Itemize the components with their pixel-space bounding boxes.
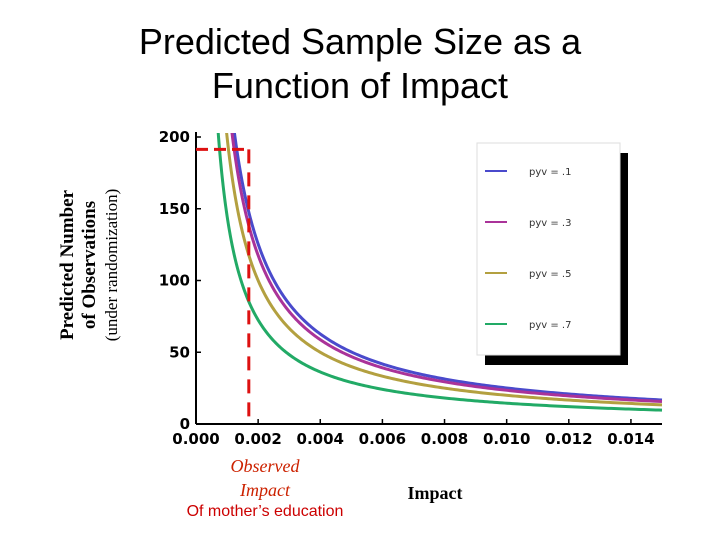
y-tick-label: 100 bbox=[159, 272, 190, 290]
y-tick-label: 0 bbox=[180, 415, 190, 433]
legend-label-4: pyv = .7 bbox=[529, 320, 571, 331]
legend-box bbox=[476, 142, 621, 356]
chart-title: Predicted Sample Size as a Function of I… bbox=[60, 20, 660, 108]
title-line-2: Function of Impact bbox=[211, 65, 509, 106]
curves bbox=[216, 133, 663, 412]
x-tick-label: 0.014 bbox=[607, 430, 654, 448]
y-tick-label: 200 bbox=[159, 128, 190, 146]
x-tick-label: 0.006 bbox=[359, 430, 406, 448]
y-tick-label: 50 bbox=[169, 343, 190, 361]
legend: pyv = .1 pyv = .3 pyv = .5 pyv = .7 bbox=[476, 142, 628, 365]
observed-label-line-1: Observed bbox=[230, 456, 300, 476]
legend-label-3: pyv = .5 bbox=[529, 269, 571, 280]
legend-label-1: pyv = .1 bbox=[529, 167, 571, 178]
plot-frame bbox=[195, 132, 662, 425]
x-tick-label: 0.004 bbox=[297, 430, 344, 448]
tick-labels: 0 50 100 150 200 0.000 0.002 0.004 0.006 0.008 0.0… bbox=[159, 128, 655, 448]
x-tick-label: 0.010 bbox=[483, 430, 530, 448]
title-line-1: Predicted Sample Size as a bbox=[138, 21, 582, 62]
x-tick-label: 0.002 bbox=[234, 430, 281, 448]
observed-impact-marker bbox=[196, 147, 251, 424]
series-line-1 bbox=[232, 133, 663, 402]
x-axis-label: Impact bbox=[407, 483, 463, 503]
legend-label-2: pyv = .3 bbox=[529, 218, 571, 229]
observed-label-line-2: Impact bbox=[240, 480, 290, 500]
x-tick-label: 0.008 bbox=[421, 430, 468, 448]
series-line-4 bbox=[216, 133, 663, 412]
x-tick-label: 0.000 bbox=[172, 430, 219, 448]
observed-impact-sublabel: Of mother’s education bbox=[186, 503, 344, 520]
observed-impact-label: Observed Impact bbox=[160, 454, 370, 502]
series-line-3 bbox=[225, 133, 663, 407]
y-tick-label: 150 bbox=[159, 200, 190, 218]
x-tick-label: 0.012 bbox=[545, 430, 592, 448]
